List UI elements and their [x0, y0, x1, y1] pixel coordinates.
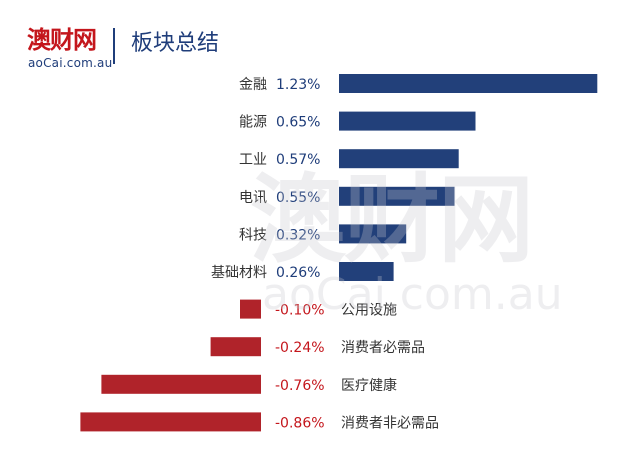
category-label: 能源 — [239, 115, 267, 131]
category-label: 消费者非必需品 — [341, 415, 439, 431]
bar — [210, 337, 261, 357]
category-label: 医疗健康 — [341, 377, 397, 394]
value-label: -0.10% — [275, 303, 325, 319]
category-label: 消费者必需品 — [341, 340, 425, 356]
bar — [339, 186, 455, 206]
category-label: 科技 — [239, 227, 267, 243]
bar — [339, 224, 407, 244]
logo: 澳财网 aoCai.com.au — [27, 26, 112, 72]
page-title: 板块总结 — [131, 31, 220, 56]
logo-text: 澳财网 — [27, 26, 97, 54]
bar — [339, 111, 476, 131]
value-label: -0.76% — [275, 378, 325, 394]
header-divider — [113, 28, 115, 64]
category-label: 电讯 — [239, 190, 267, 206]
category-label: 金融 — [239, 77, 267, 93]
bar — [339, 149, 459, 169]
bar — [240, 299, 261, 319]
bar — [101, 374, 262, 394]
value-label: -0.24% — [275, 340, 325, 356]
bar — [339, 74, 598, 93]
value-label: 0.32% — [276, 227, 320, 243]
logo-url: aoCai.com.au — [28, 56, 113, 70]
value-label: -0.86% — [275, 415, 325, 431]
value-label: 0.65% — [276, 115, 320, 131]
category-label: 基础材料 — [211, 264, 267, 281]
value-label: 0.26% — [276, 265, 320, 281]
category-label: 公用设施 — [341, 303, 397, 319]
value-label: 0.55% — [276, 190, 320, 206]
category-label: 工业 — [239, 152, 267, 168]
value-label: 1.23% — [276, 77, 320, 93]
bar — [80, 412, 262, 432]
value-label: 0.57% — [276, 152, 320, 168]
bar — [339, 262, 394, 281]
